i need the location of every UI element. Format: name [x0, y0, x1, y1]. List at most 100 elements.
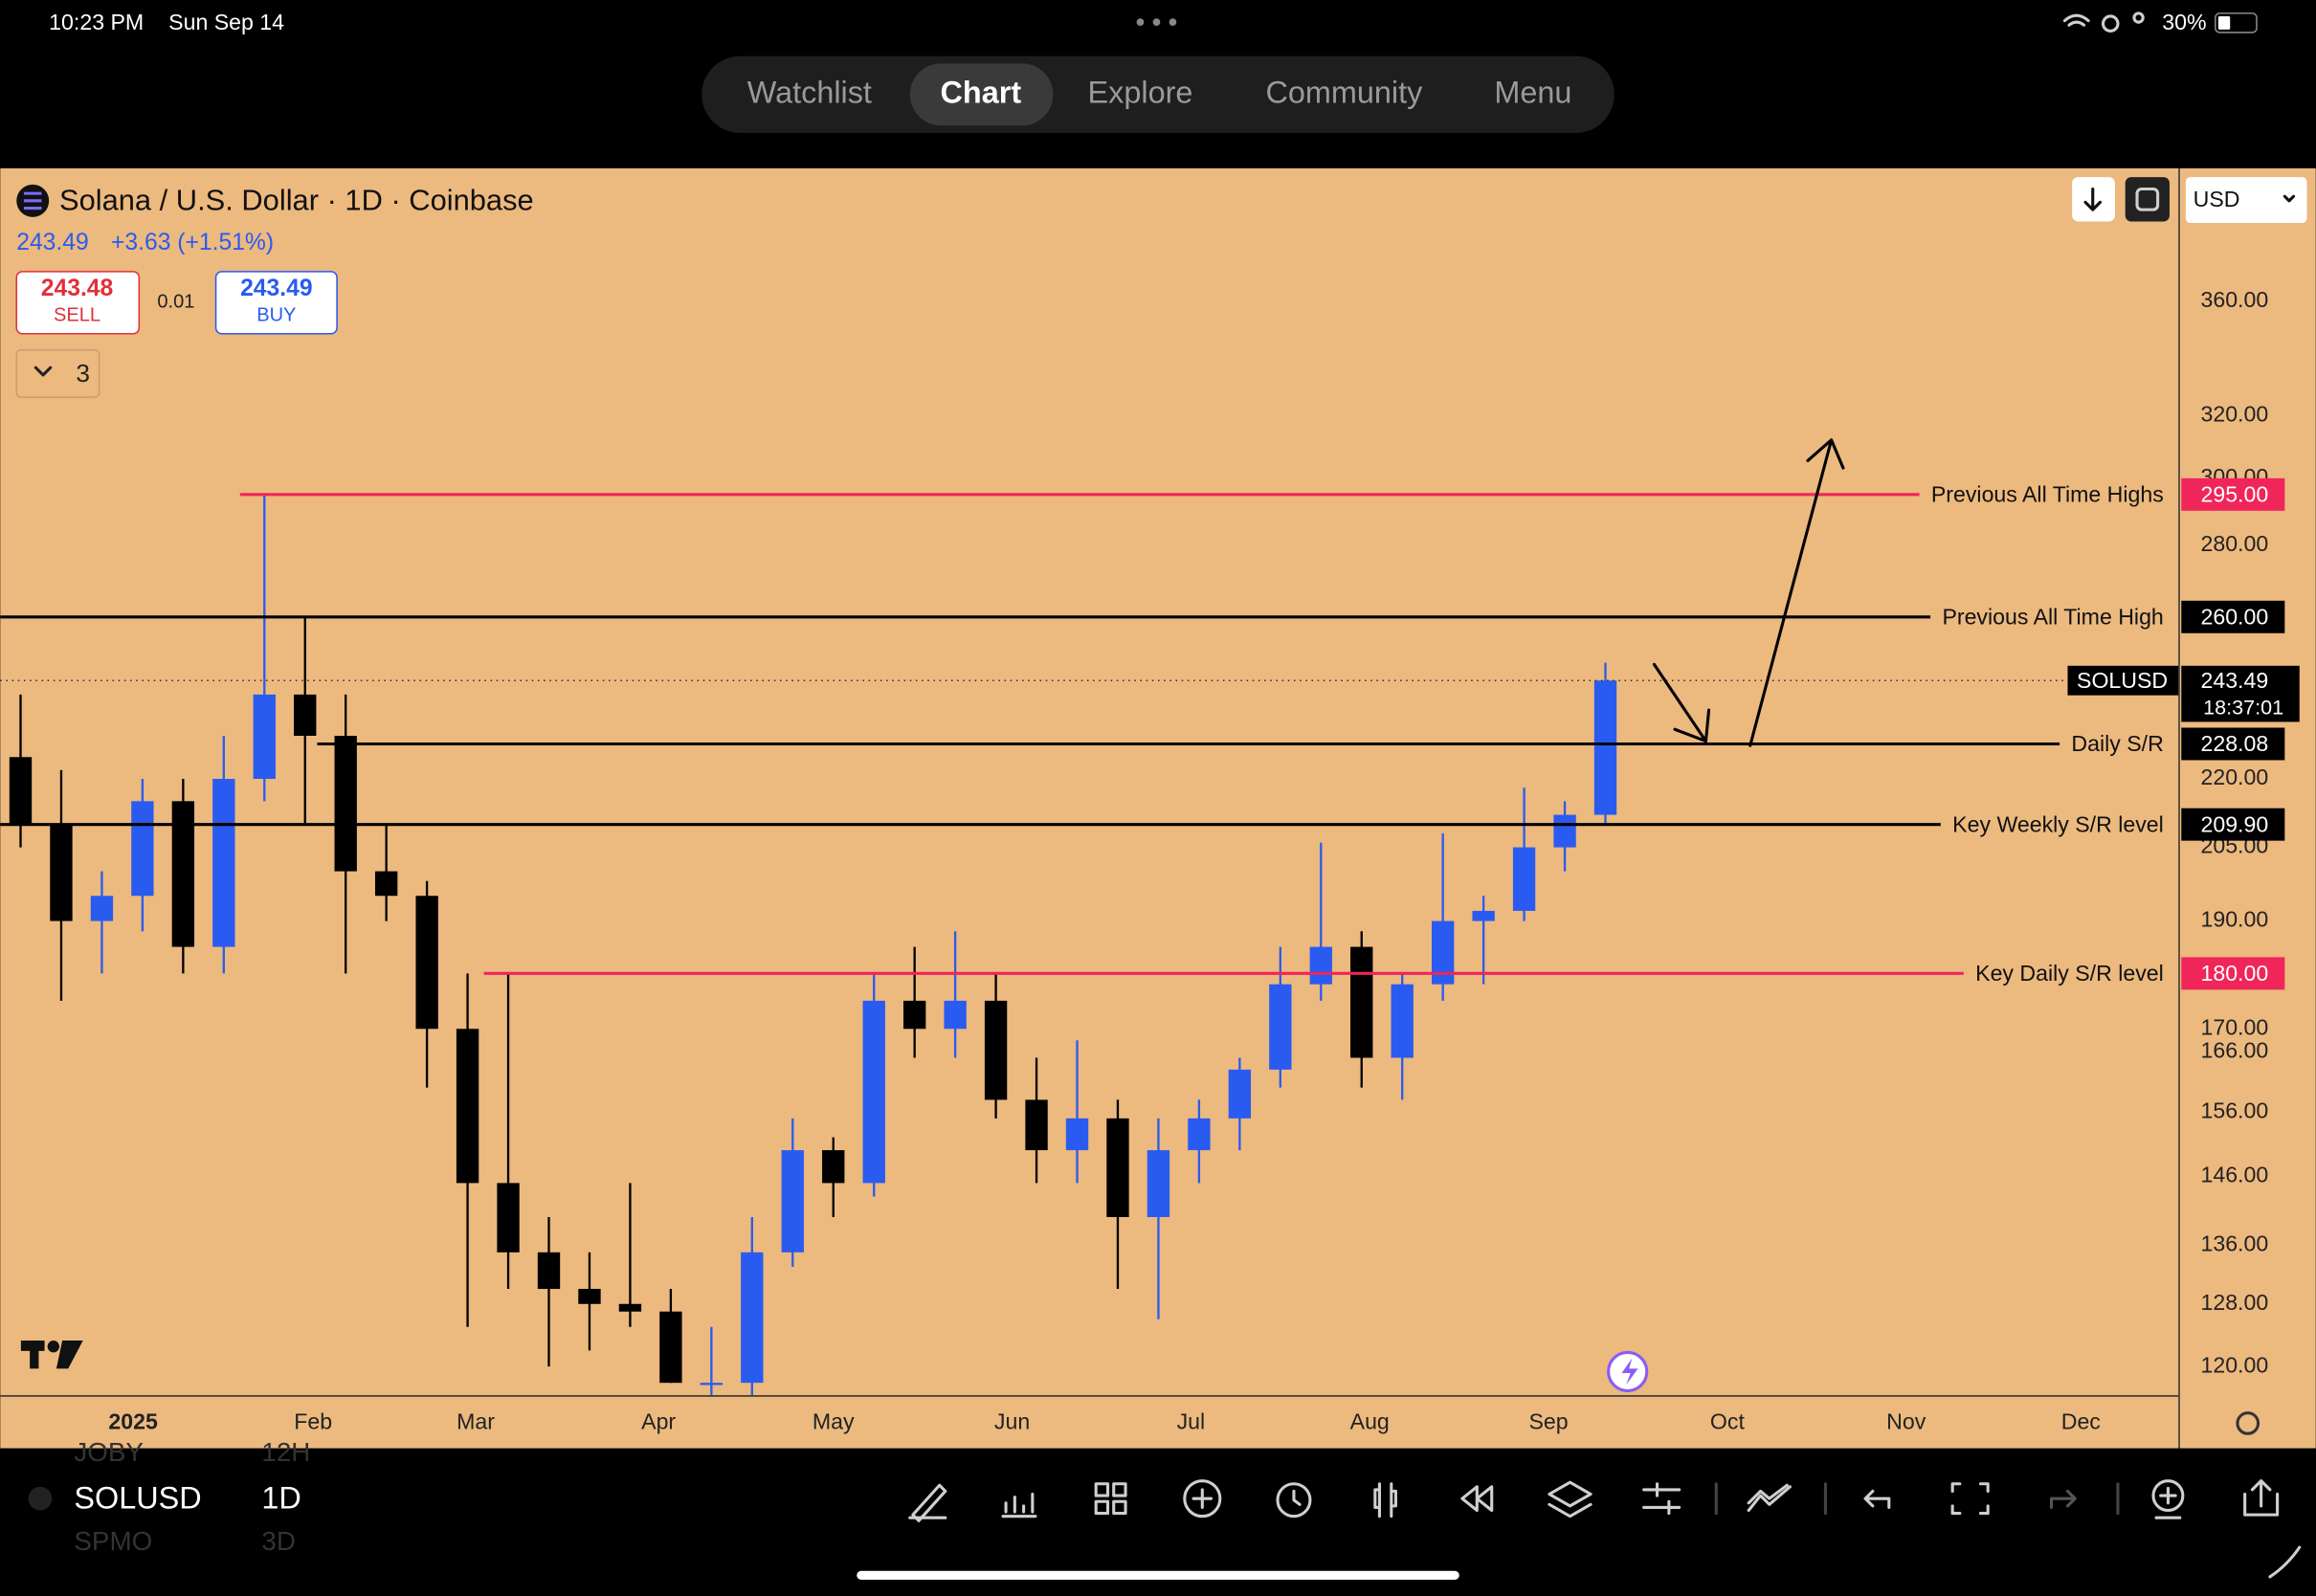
currency-select[interactable] — [2185, 177, 2307, 223]
sell-price: 243.48 — [41, 276, 113, 301]
buy-button[interactable] — [214, 271, 338, 335]
battery — [2215, 12, 2258, 33]
candle-body — [659, 1311, 682, 1384]
settings-button[interactable] — [2236, 1411, 2260, 1435]
level-tag — [2181, 957, 2285, 990]
y-tick-label: 280.00 — [2200, 531, 2268, 556]
multitask-dots[interactable] — [1136, 18, 1177, 27]
x-tick-label: Mar — [457, 1409, 495, 1434]
layouts-tool[interactable] — [1094, 1482, 1127, 1516]
bottom-symbol[interactable]: SOLUSD — [74, 1480, 201, 1515]
candle-body — [253, 694, 276, 780]
active-tab — [909, 63, 1054, 126]
battery-level — [2217, 15, 2231, 30]
x-tick-label: Apr — [641, 1409, 676, 1434]
select-arrow — [2283, 194, 2296, 203]
level-tag-value: 209.90 — [2200, 811, 2268, 836]
y-tick-label: 360.00 — [2200, 287, 2268, 312]
sell-label: SELL — [54, 305, 100, 326]
add-tool[interactable] — [1183, 1479, 1222, 1518]
candle-body — [212, 779, 235, 947]
level-tag — [2181, 808, 2285, 841]
pencil-hint — [2268, 1545, 2302, 1579]
tab[interactable]: Watchlist — [747, 75, 872, 109]
candle-body — [1309, 946, 1332, 985]
layers-tool[interactable] — [1548, 1480, 1592, 1518]
candle-body — [822, 1150, 845, 1184]
y-tick-label: 120.00 — [2200, 1352, 2268, 1377]
date: Sun Sep 14 — [168, 10, 284, 34]
x-tick-label: Aug — [1350, 1409, 1390, 1434]
candle-body — [984, 1000, 1008, 1100]
redo[interactable] — [2049, 1489, 2077, 1509]
candle-body — [741, 1252, 764, 1384]
next-interval: 3D — [261, 1526, 296, 1556]
replay-tool[interactable] — [1460, 1485, 1494, 1513]
draw-tool[interactable] — [908, 1483, 947, 1522]
share[interactable] — [2243, 1479, 2280, 1517]
indicators-toggle[interactable] — [15, 348, 100, 398]
level-label: Key Weekly S/R level — [1952, 811, 2164, 836]
level-tag-value: 295.00 — [2200, 481, 2268, 506]
tv-logo — [20, 1341, 83, 1369]
toolbar — [908, 1479, 2302, 1579]
x-tick-label: Jul — [1177, 1409, 1206, 1434]
level-tag — [2181, 477, 2285, 511]
settings-tool[interactable] — [1642, 1482, 1681, 1516]
y-tick-label: 190.00 — [2200, 907, 2268, 932]
chart-type-tool[interactable] — [1373, 1482, 1397, 1518]
candle-body — [9, 757, 33, 825]
alert-tool[interactable] — [1276, 1482, 1312, 1518]
candle-body — [1431, 920, 1455, 985]
y-tick-label: 166.00 — [2200, 1037, 2268, 1062]
candle-body — [781, 1150, 804, 1252]
candle-body — [1106, 1118, 1129, 1217]
candle-body — [944, 1000, 967, 1030]
candle-body — [294, 694, 317, 736]
prev-interval: 12H — [261, 1437, 310, 1467]
candle-body — [334, 735, 357, 872]
battery-percent: 30% — [2162, 10, 2206, 34]
symbol-tag — [2067, 665, 2179, 696]
bottom-interval[interactable]: 1D — [261, 1480, 301, 1515]
candle-body — [537, 1252, 561, 1290]
level-tag-value: 228.08 — [2200, 731, 2268, 756]
x-tick-label: 2025 — [108, 1409, 158, 1434]
compare-tool[interactable] — [1747, 1483, 1792, 1513]
chevron — [33, 366, 53, 377]
tab[interactable]: Chart — [941, 75, 1022, 109]
sell-button[interactable] — [15, 271, 141, 335]
coin-logo-small — [28, 1486, 53, 1511]
indicators-tool[interactable] — [1001, 1492, 1037, 1518]
x-tick-label: Oct — [1710, 1409, 1746, 1434]
level-label: Key Daily S/R level — [1975, 961, 2164, 986]
tab[interactable]: Menu — [1494, 75, 1571, 109]
candle-body — [171, 801, 195, 947]
undo[interactable] — [1863, 1489, 1891, 1509]
indicator-count: 3 — [76, 359, 90, 388]
next-symbol: SPMO — [74, 1526, 152, 1556]
x-tick-label: Jun — [994, 1409, 1030, 1434]
candle-body — [618, 1303, 642, 1312]
tab[interactable]: Explore — [1088, 75, 1193, 109]
candle-body — [90, 896, 114, 921]
candle-body — [1228, 1069, 1252, 1119]
candle-body — [700, 1383, 724, 1385]
countdown: 18:37:01 — [2203, 695, 2283, 719]
candles — [9, 494, 1617, 1396]
arrow-down — [1652, 662, 1711, 743]
x-tick-label: Dec — [2061, 1409, 2101, 1434]
fullscreen-icon — [2135, 187, 2160, 211]
x-tick-label: Sep — [1528, 1409, 1568, 1434]
tab[interactable]: Community — [1266, 75, 1424, 109]
candle-body — [1593, 680, 1617, 815]
download-icon — [2083, 187, 2102, 211]
candle-body — [415, 896, 438, 1030]
spread: 0.01 — [157, 292, 194, 313]
level-tag-value: 260.00 — [2200, 604, 2268, 629]
fullscreen-tool[interactable] — [1950, 1482, 1990, 1516]
fullscreen-button[interactable] — [2125, 177, 2170, 222]
add-watchlist[interactable] — [2151, 1479, 2185, 1513]
